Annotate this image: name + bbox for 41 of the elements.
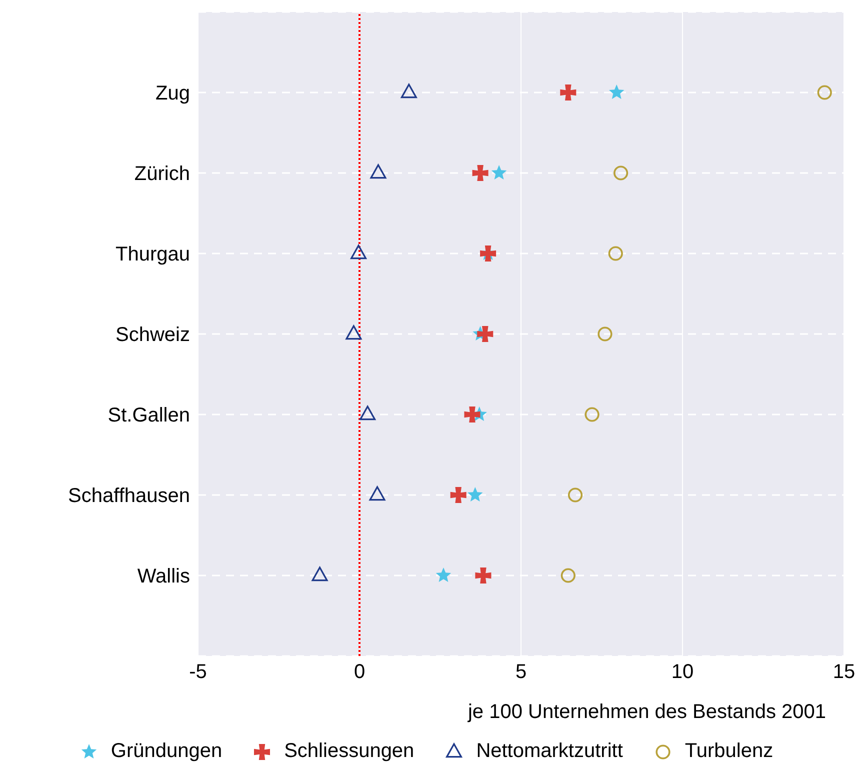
point bbox=[312, 566, 328, 582]
y-tick-label: Thurgau bbox=[116, 244, 190, 266]
y-tick-label: Schaffhausen bbox=[68, 485, 190, 508]
legend-label: Turbulenz bbox=[684, 740, 774, 763]
x-tick-label: -5 bbox=[189, 661, 207, 684]
point bbox=[491, 165, 507, 180]
point bbox=[609, 84, 624, 99]
point bbox=[369, 486, 386, 501]
point bbox=[370, 164, 386, 179]
point bbox=[472, 165, 488, 181]
y-tick-label: Zürich bbox=[134, 163, 190, 186]
point bbox=[584, 407, 600, 422]
point bbox=[598, 326, 612, 342]
x-tick-label: 15 bbox=[832, 661, 856, 684]
y-tick-label: Schweiz bbox=[116, 324, 190, 346]
legend-label: Nettomarktzutritt bbox=[476, 740, 623, 763]
point bbox=[817, 85, 832, 100]
point bbox=[475, 568, 492, 584]
point bbox=[400, 84, 417, 98]
point bbox=[464, 406, 480, 422]
point bbox=[614, 166, 628, 180]
point bbox=[350, 244, 367, 260]
point bbox=[360, 406, 376, 420]
point bbox=[608, 246, 623, 261]
point bbox=[560, 568, 576, 583]
y-tick-label: Zug bbox=[156, 82, 190, 105]
x-tick-label: 10 bbox=[671, 661, 694, 684]
x-axis-title: je 100 Unternehmen des Bestands 2001 bbox=[466, 701, 826, 723]
legend-label: Schliessungen bbox=[284, 740, 414, 763]
point bbox=[560, 84, 576, 100]
point bbox=[346, 325, 362, 340]
y-tick-label: St.Gallen bbox=[108, 404, 190, 427]
point bbox=[568, 488, 583, 502]
point bbox=[436, 568, 452, 582]
point bbox=[450, 487, 466, 503]
point bbox=[468, 487, 483, 502]
y-tick-label: Wallis bbox=[137, 566, 190, 588]
legend-label: Gründungen bbox=[110, 740, 222, 763]
x-tick-label: 5 bbox=[515, 661, 527, 684]
x-tick-label: 0 bbox=[354, 661, 366, 684]
point bbox=[477, 326, 494, 342]
